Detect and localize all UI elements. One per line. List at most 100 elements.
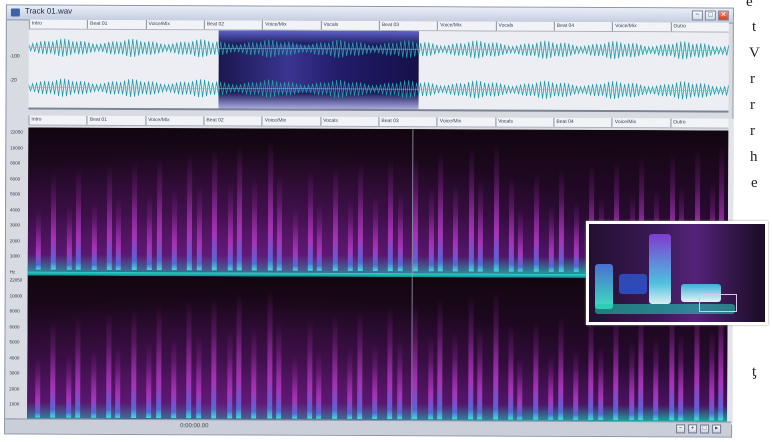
spectral-burst	[357, 162, 363, 271]
close-button[interactable]: ✕	[717, 10, 729, 21]
spectral-burst	[106, 312, 112, 418]
page-letter: h	[750, 149, 758, 165]
spectral-burst	[91, 201, 97, 270]
spectral-burst	[597, 346, 604, 421]
spectral-burst	[35, 209, 42, 270]
spectral-burst	[412, 303, 418, 420]
spectral-burst	[396, 340, 403, 420]
spectral-burst	[226, 330, 233, 419]
scroll-right-button[interactable]: ▸	[712, 424, 722, 434]
spectral-burst	[628, 342, 635, 421]
spectral-burst	[548, 205, 555, 272]
spectral-burst	[211, 297, 217, 419]
spectral-burst	[195, 334, 202, 419]
page-letter: e	[746, 0, 753, 10]
spectral-burst	[508, 324, 514, 420]
frequency-label: 22050	[10, 129, 23, 135]
marker-label[interactable]: Voice/Mix	[612, 22, 637, 32]
spectral-burst	[477, 328, 483, 420]
spectral-burst	[468, 147, 475, 272]
spectral-burst	[291, 355, 298, 419]
marker-label[interactable]: Beat 03	[378, 21, 400, 31]
zoom-out-button[interactable]: −	[676, 424, 686, 434]
audio-editor-window: Track 01.wav − □ ✕ Intro Beat 01 Voice/Mix…	[4, 4, 734, 438]
spectral-burst	[388, 159, 394, 272]
marker-label[interactable]: Voice/Mix	[436, 117, 462, 127]
marker-label[interactable]: Vocals	[495, 21, 514, 31]
marker-label[interactable]: Voice/Mix	[145, 116, 170, 126]
spectral-burst	[573, 201, 580, 272]
frequency-scale: 22050 10000 8000 6000 5000 4000 3000 2000 1000 Hz…	[9, 127, 28, 422]
frequency-label: 5000	[9, 339, 20, 345]
spectral-burst	[709, 330, 715, 421]
spectral-burst	[317, 203, 323, 271]
marker-label[interactable]: Vocals	[320, 116, 338, 126]
marker-label[interactable]: Beat 03	[378, 117, 399, 127]
zoom-fit-button[interactable]: □	[700, 424, 710, 434]
marker-label[interactable]: Outro	[670, 118, 686, 128]
spectral-burst	[532, 320, 539, 420]
spectral-burst	[156, 157, 162, 271]
spectral-burst	[653, 338, 659, 421]
spectral-burst	[372, 344, 378, 420]
marker-label[interactable]: Beat 02	[203, 20, 225, 30]
marker-label[interactable]: Intro	[28, 19, 42, 29]
spectral-burst	[146, 342, 152, 419]
marker-label[interactable]: Beat 04	[553, 117, 574, 127]
inset-harmonic-3	[649, 234, 671, 304]
spectral-burst	[548, 353, 554, 420]
spectral-burst	[236, 293, 242, 419]
marker-label[interactable]: Vocals	[495, 117, 513, 127]
spectral-burst	[115, 345, 121, 418]
frequency-label: 3000	[9, 370, 20, 376]
page-letter: r	[750, 71, 755, 87]
marker-label[interactable]: Voice/Mix	[262, 20, 287, 30]
frequency-label: 3000	[9, 222, 21, 228]
spectral-burst	[307, 318, 313, 419]
spectral-burst	[517, 357, 523, 420]
spectral-burst	[493, 143, 499, 272]
spectral-burst	[66, 205, 72, 270]
spectral-burst	[307, 170, 314, 271]
spectral-burst	[558, 168, 564, 272]
waveform-overview[interactable]	[28, 29, 729, 113]
spectral-burst	[372, 196, 379, 272]
minimize-button[interactable]: −	[691, 10, 703, 21]
marker-label[interactable]: Beat 02	[203, 116, 224, 126]
marker-label[interactable]: Voice/Mix	[145, 20, 170, 30]
marker-label[interactable]: Intro	[28, 115, 42, 125]
page-letter: r	[750, 97, 755, 113]
spectral-burst	[477, 180, 484, 272]
spectral-burst	[331, 314, 338, 419]
frequency-label: 4000	[9, 354, 20, 360]
spectral-burst	[347, 199, 354, 271]
frequency-label: 10000	[10, 144, 23, 150]
inset-harmonic-2	[619, 274, 647, 294]
marker-label[interactable]: Outro	[670, 22, 687, 32]
marker-label[interactable]: Voice/Mix	[611, 118, 637, 128]
frequency-label: 8000	[10, 160, 21, 166]
marker-label[interactable]: Voice/Mix	[437, 21, 462, 31]
page-letter: e	[751, 175, 758, 191]
frequency-label: 1000	[9, 401, 20, 407]
page-letter: ƫ	[752, 364, 757, 380]
spectral-burst	[427, 336, 434, 420]
frequency-label: 2000	[9, 385, 20, 391]
inset-selection-box	[699, 294, 737, 312]
spectral-burst	[316, 351, 322, 419]
marker-label[interactable]: Vocals	[320, 20, 339, 30]
spectral-burst	[90, 349, 97, 418]
marker-label[interactable]: Beat 04	[553, 21, 575, 31]
page-letter: r	[750, 123, 755, 139]
spectral-burst	[276, 322, 282, 419]
maximize-button[interactable]: □	[704, 10, 716, 21]
frequency-label: 1000	[9, 253, 20, 259]
marker-ruler-bottom[interactable]: Intro Beat 01 Voice/Mix Beat 02 Voice/Mix Voc…	[28, 115, 729, 129]
frequency-label: 6000	[10, 175, 21, 181]
marker-label[interactable]: Voice/Mix	[261, 116, 287, 126]
spectral-burst	[437, 299, 443, 420]
marker-label[interactable]: Beat 01	[87, 19, 108, 29]
marker-label[interactable]: Beat 01	[86, 115, 108, 125]
spectral-burst	[51, 172, 57, 270]
zoom-in-button[interactable]: +	[688, 424, 698, 434]
